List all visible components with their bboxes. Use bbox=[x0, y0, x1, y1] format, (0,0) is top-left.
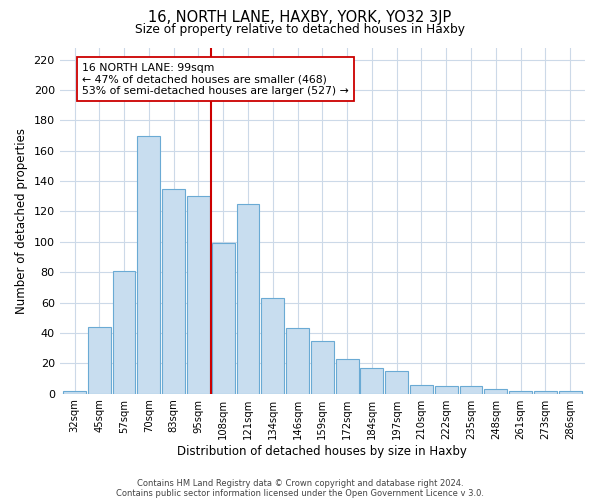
X-axis label: Distribution of detached houses by size in Haxby: Distribution of detached houses by size … bbox=[178, 444, 467, 458]
Bar bbox=[212, 244, 235, 394]
Text: Size of property relative to detached houses in Haxby: Size of property relative to detached ho… bbox=[135, 22, 465, 36]
Bar bbox=[484, 389, 507, 394]
Bar bbox=[88, 327, 111, 394]
Text: 16, NORTH LANE, HAXBY, YORK, YO32 3JP: 16, NORTH LANE, HAXBY, YORK, YO32 3JP bbox=[148, 10, 452, 25]
Bar bbox=[435, 386, 458, 394]
Bar bbox=[137, 136, 160, 394]
Bar bbox=[509, 390, 532, 394]
Bar bbox=[361, 368, 383, 394]
Bar bbox=[410, 384, 433, 394]
Bar bbox=[236, 204, 259, 394]
Bar bbox=[286, 328, 309, 394]
Bar bbox=[460, 386, 482, 394]
Bar bbox=[336, 359, 359, 394]
Bar bbox=[559, 390, 581, 394]
Bar bbox=[162, 188, 185, 394]
Bar bbox=[187, 196, 210, 394]
Bar bbox=[63, 390, 86, 394]
Bar bbox=[385, 371, 408, 394]
Text: 16 NORTH LANE: 99sqm
← 47% of detached houses are smaller (468)
53% of semi-deta: 16 NORTH LANE: 99sqm ← 47% of detached h… bbox=[82, 62, 349, 96]
Bar bbox=[534, 390, 557, 394]
Bar bbox=[311, 340, 334, 394]
Bar bbox=[262, 298, 284, 394]
Bar bbox=[113, 270, 136, 394]
Text: Contains HM Land Registry data © Crown copyright and database right 2024.: Contains HM Land Registry data © Crown c… bbox=[137, 478, 463, 488]
Text: Contains public sector information licensed under the Open Government Licence v : Contains public sector information licen… bbox=[116, 488, 484, 498]
Y-axis label: Number of detached properties: Number of detached properties bbox=[15, 128, 28, 314]
